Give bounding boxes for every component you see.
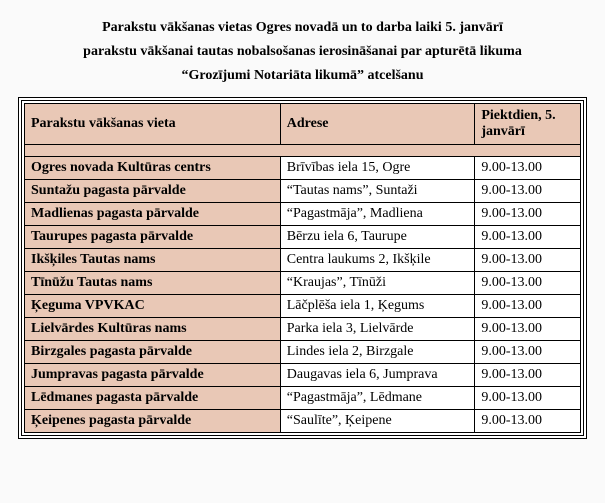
cell-address: “Pagastmāja”, Lēdmane <box>280 387 475 410</box>
cell-address: Bērzu iela 6, Taurupe <box>280 226 475 249</box>
locations-table: Parakstu vākšanas vieta Adrese Piektdien… <box>24 103 581 433</box>
cell-address: Brīvības iela 15, Ogre <box>280 157 475 180</box>
table-row: Suntažu pagasta pārvalde“Tautas nams”, S… <box>25 180 581 203</box>
cell-address: Daugavas iela 6, Jumprava <box>280 364 475 387</box>
table-row: Tīnūžu Tautas nams“Kraujas”, Tīnūži9.00-… <box>25 272 581 295</box>
cell-location: Ikšķiles Tautas nams <box>25 249 281 272</box>
cell-time: 9.00-13.00 <box>475 387 581 410</box>
heading-line-2: parakstu vākšanai tautas nobalsošanas ie… <box>18 40 587 64</box>
cell-address: Lindes iela 2, Birzgale <box>280 341 475 364</box>
table-row: Birzgales pagasta pārvaldeLindes iela 2,… <box>25 341 581 364</box>
cell-time: 9.00-13.00 <box>475 180 581 203</box>
cell-time: 9.00-13.00 <box>475 203 581 226</box>
cell-address: “Saulīte”, Ķeipene <box>280 410 475 433</box>
table-header-row: Parakstu vākšanas vieta Adrese Piektdien… <box>25 104 581 145</box>
table-row: Taurupes pagasta pārvaldeBērzu iela 6, T… <box>25 226 581 249</box>
table-row: Ķeguma VPVKACLāčplēša iela 1, Ķegums9.00… <box>25 295 581 318</box>
cell-time: 9.00-13.00 <box>475 272 581 295</box>
cell-location: Ķeguma VPVKAC <box>25 295 281 318</box>
cell-time: 9.00-13.00 <box>475 249 581 272</box>
cell-time: 9.00-13.00 <box>475 364 581 387</box>
cell-address: Centra laukums 2, Ikšķile <box>280 249 475 272</box>
cell-address: “Tautas nams”, Suntaži <box>280 180 475 203</box>
cell-location: Suntažu pagasta pārvalde <box>25 180 281 203</box>
cell-address: “Kraujas”, Tīnūži <box>280 272 475 295</box>
page-heading: Parakstu vākšanas vietas Ogres novadā un… <box>18 16 587 87</box>
cell-time: 9.00-13.00 <box>475 157 581 180</box>
heading-line-1: Parakstu vākšanas vietas Ogres novadā un… <box>18 16 587 40</box>
table-row: Ikšķiles Tautas namsCentra laukums 2, Ik… <box>25 249 581 272</box>
cell-location: Lielvārdes Kultūras nams <box>25 318 281 341</box>
cell-time: 9.00-13.00 <box>475 226 581 249</box>
heading-line-3: “Grozījumi Notariāta likumā” atcelšanu <box>18 64 587 88</box>
col-header-location: Parakstu vākšanas vieta <box>25 104 281 145</box>
cell-address: “Pagastmāja”, Madliena <box>280 203 475 226</box>
col-header-address: Adrese <box>280 104 475 145</box>
cell-location: Ogres novada Kultūras centrs <box>25 157 281 180</box>
cell-time: 9.00-13.00 <box>475 341 581 364</box>
cell-location: Madlienas pagasta pārvalde <box>25 203 281 226</box>
cell-location: Tīnūžu Tautas nams <box>25 272 281 295</box>
cell-address: Lāčplēša iela 1, Ķegums <box>280 295 475 318</box>
col-header-time: Piektdien, 5. janvārī <box>475 104 581 145</box>
cell-time: 9.00-13.00 <box>475 295 581 318</box>
table-row: Ogres novada Kultūras centrsBrīvības iel… <box>25 157 581 180</box>
table-row: Ķeipenes pagasta pārvalde“Saulīte”, Ķeip… <box>25 410 581 433</box>
cell-time: 9.00-13.00 <box>475 318 581 341</box>
cell-location: Lēdmanes pagasta pārvalde <box>25 387 281 410</box>
cell-address: Parka iela 3, Lielvārde <box>280 318 475 341</box>
cell-location: Taurupes pagasta pārvalde <box>25 226 281 249</box>
cell-location: Birzgales pagasta pārvalde <box>25 341 281 364</box>
locations-table-wrapper: Parakstu vākšanas vieta Adrese Piektdien… <box>18 97 587 439</box>
cell-location: Jumpravas pagasta pārvalde <box>25 364 281 387</box>
table-row: Madlienas pagasta pārvalde“Pagastmāja”, … <box>25 203 581 226</box>
cell-time: 9.00-13.00 <box>475 410 581 433</box>
table-row: Lēdmanes pagasta pārvalde“Pagastmāja”, L… <box>25 387 581 410</box>
cell-location: Ķeipenes pagasta pārvalde <box>25 410 281 433</box>
table-row: Lielvārdes Kultūras namsParka iela 3, Li… <box>25 318 581 341</box>
spacer-row <box>25 145 581 157</box>
table-row: Jumpravas pagasta pārvaldeDaugavas iela … <box>25 364 581 387</box>
